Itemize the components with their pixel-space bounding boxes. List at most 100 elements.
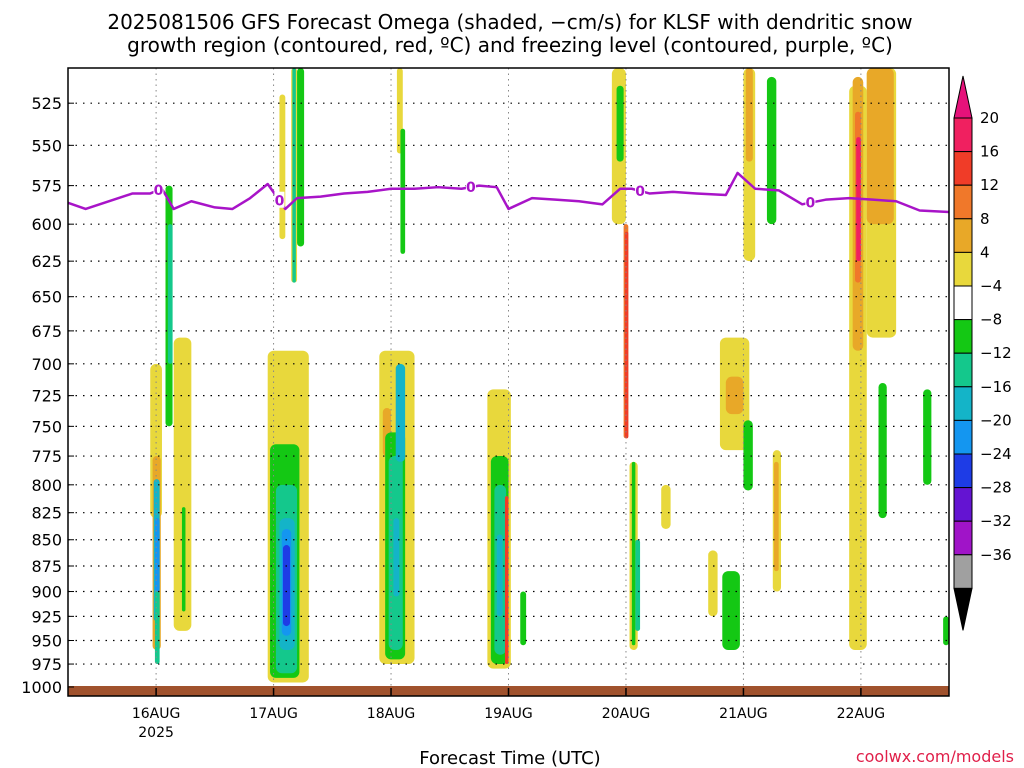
colorbar-label-9: −20: [980, 411, 1012, 429]
colorbar-swatch-8: [953, 386, 973, 421]
freezing-label-4: 0: [806, 196, 816, 212]
omega-region-56: [866, 68, 894, 225]
colorbar-swatch-1: [953, 151, 973, 186]
y-tick-label-775: 775: [31, 447, 62, 466]
y-tick-label-700: 700: [31, 355, 62, 374]
colorbar-label-10: −24: [980, 445, 1012, 463]
omega-region-36: [624, 231, 629, 439]
freezing-label-bg-0: [153, 181, 164, 198]
x-tick-label-19AUG: 19AUG: [484, 706, 533, 722]
omega-region-34: [616, 85, 624, 162]
freezing-label-bg-1: [274, 191, 285, 208]
omega-region-24: [395, 363, 406, 462]
colorbar-label-2: 12: [980, 176, 999, 194]
freezing-label-bg-2: [465, 178, 476, 195]
omega-region-45: [743, 420, 753, 491]
colorbar-label-7: −12: [980, 344, 1012, 362]
omega-region-30: [496, 534, 503, 617]
y-tick-label-675: 675: [31, 322, 62, 341]
omega-region-18: [279, 94, 286, 240]
omega-region-44: [722, 571, 740, 650]
freezing-label-bg-4: [805, 193, 816, 210]
freezing-level-line: [68, 171, 949, 214]
omega-region-58: [923, 389, 932, 485]
colorbar-label-4: 4: [980, 243, 990, 261]
colorbar-under-arrow: [953, 587, 973, 631]
omega-region-32: [520, 591, 527, 646]
freezing-label-1: 0: [275, 194, 285, 210]
y-tick-label-625: 625: [31, 252, 62, 271]
freezing-label-3: 0: [635, 184, 645, 200]
y-tick-label-800: 800: [31, 476, 62, 495]
y-tick-label-750: 750: [31, 417, 62, 436]
colorbar-swatch-3: [953, 218, 973, 253]
y-tick-label-925: 925: [31, 607, 62, 626]
x-tick-label-17AUG: 17AUG: [249, 706, 298, 722]
omega-region-57: [878, 383, 887, 519]
colorbar-over-arrow: [953, 75, 973, 119]
freezing-level-contour: 0 0 0 0 0: [68, 171, 949, 214]
y-tick-label-875: 875: [31, 557, 62, 576]
y-tick-label-825: 825: [31, 504, 62, 523]
omega-region-43: [725, 376, 744, 415]
colorbar-label-1: 16: [980, 143, 999, 161]
x-axis-label: Forecast Time (UTC): [419, 748, 600, 768]
title-line-2: growth region (contoured, red, ºC) and f…: [127, 33, 893, 57]
omega-region-48: [766, 76, 777, 225]
y-tick-label-600: 600: [31, 215, 62, 234]
y-tick-label-900: 900: [31, 583, 62, 602]
colorbar-swatch-2: [953, 184, 973, 220]
colorbar-label-11: −28: [980, 479, 1012, 497]
omega-region-7: [173, 337, 192, 631]
x-tick-label-21AUG: 21AUG: [719, 706, 768, 722]
omega-region-31: [504, 496, 509, 665]
credit-text: coolwx.com/models: [856, 747, 1014, 766]
y-tick-label-1000: 1000: [21, 678, 62, 697]
omega-region-47: [745, 68, 753, 162]
colorbar-label-8: −16: [980, 378, 1012, 396]
omega-region-17: [297, 68, 305, 247]
colorbar-label-0: 20: [980, 109, 999, 127]
y-tick-label-950: 950: [31, 632, 62, 651]
y-tick-label-725: 725: [31, 387, 62, 406]
omega-region-59: [943, 616, 949, 646]
colorbar: 20 16 12 8 4 −4 −8 −12 −16 −20 −24 −28 −32 −36: [953, 75, 1012, 631]
freezing-label-0: 0: [154, 183, 164, 199]
x-axis-ticks: 16AUG 2025 17AUG 18AUG 19AUG 20AUG 21AUG 22AUG: [132, 688, 885, 741]
colorbar-swatch-9: [953, 419, 973, 455]
colorbar-swatch-4: [953, 251, 973, 287]
colorbar-swatch-0: [953, 117, 973, 153]
plot-grid: [68, 68, 949, 696]
colorbar-swatch-11: [953, 487, 973, 522]
y-tick-label-650: 650: [31, 288, 62, 307]
y-tick-label-525: 525: [31, 94, 62, 113]
omega-region-8: [181, 507, 186, 612]
omega-region-41: [708, 550, 718, 617]
omega-region-26: [400, 128, 406, 254]
y-tick-label-575: 575: [31, 177, 62, 196]
omega-region-16: [292, 68, 296, 283]
omega-shading: [150, 68, 949, 683]
colorbar-label-6: −8: [980, 311, 1002, 329]
y-axis-ticks: 525 550 575 600 625 650 675 700 725 750 775 800 825 8…: [21, 94, 74, 697]
freezing-label-bg-3: [635, 181, 646, 198]
omega-region-6: [167, 224, 173, 364]
omega-region-40: [661, 484, 671, 530]
y-tick-label-550: 550: [31, 136, 62, 155]
colorbar-label-13: −36: [980, 546, 1012, 564]
x-tick-label-22AUG: 22AUG: [837, 706, 886, 722]
x-tick-label-18AUG: 18AUG: [367, 706, 416, 722]
colorbar-label-5: −4: [980, 277, 1002, 295]
omega-region-50: [773, 461, 779, 572]
colorbar-swatch-6: [953, 319, 973, 354]
colorbar-swatch-5: [953, 285, 973, 321]
colorbar-swatch-13: [953, 554, 973, 589]
freezing-label-2: 0: [466, 180, 476, 196]
y-tick-label-850: 850: [31, 531, 62, 550]
x-tick-label-16AUG: 16AUG: [132, 706, 181, 722]
omega-region-39: [635, 539, 641, 631]
colorbar-label-3: 8: [980, 210, 990, 228]
x-tick-sublabel-16AUG: 2025: [138, 725, 174, 741]
omega-region-14: [282, 545, 291, 627]
